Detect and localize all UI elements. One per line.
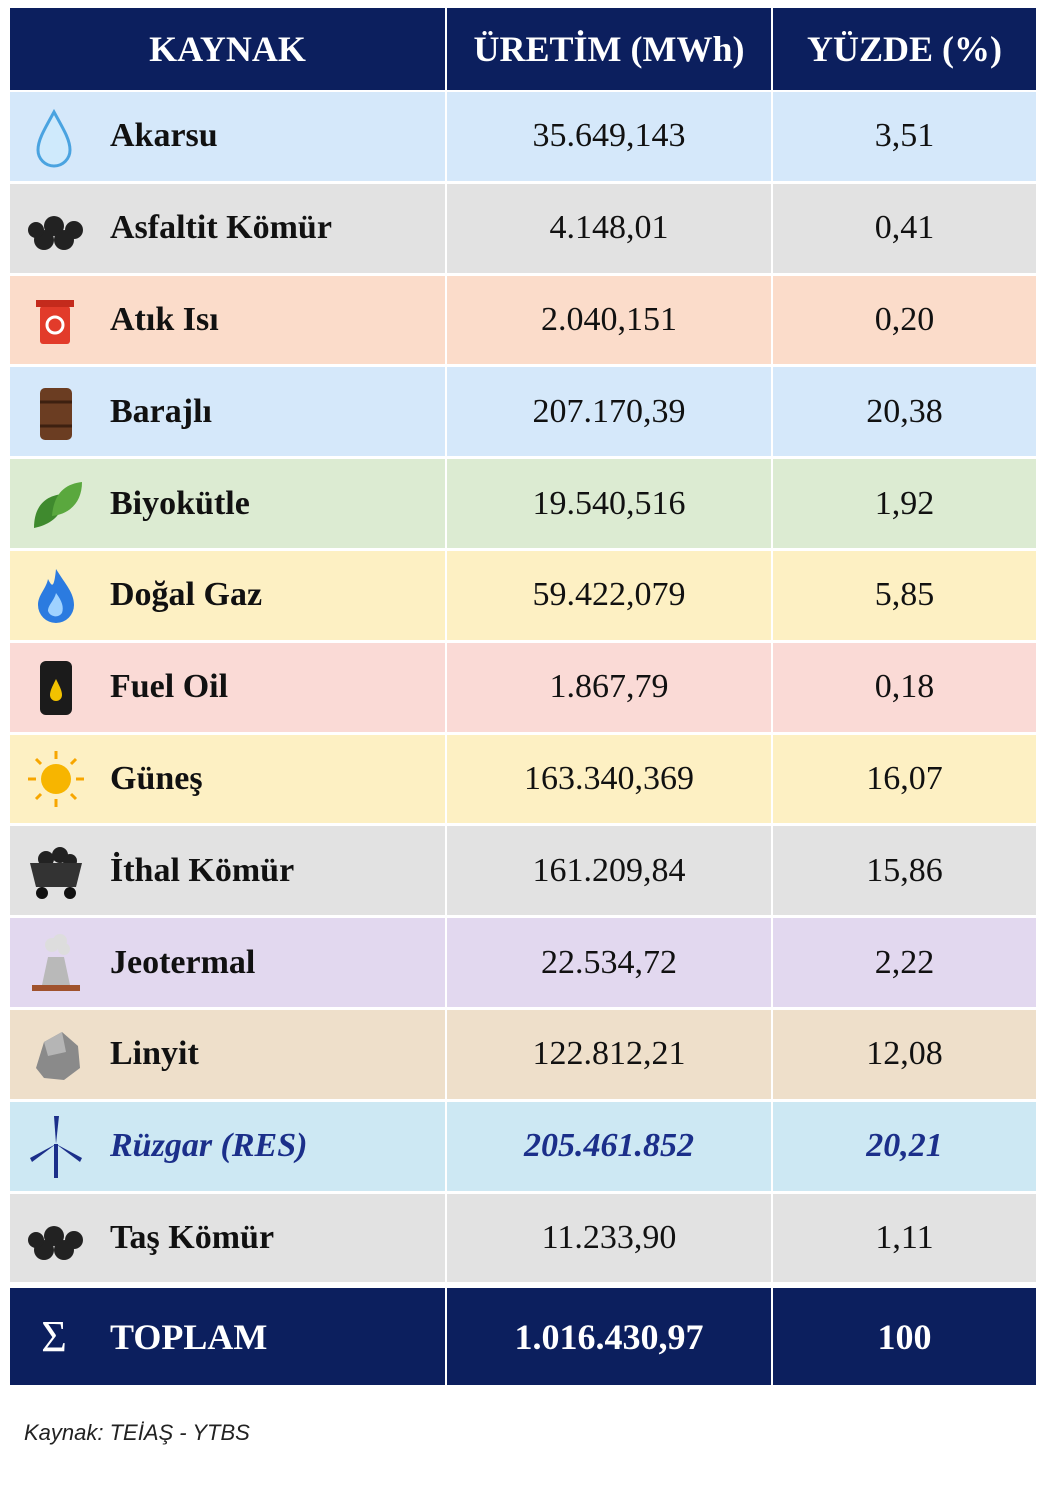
- percent-value: 15,86: [773, 826, 1036, 916]
- source-name: Rüzgar (RES): [10, 1101, 445, 1191]
- production-value: 19.540,516: [447, 459, 771, 548]
- source-name: Barajlı: [10, 367, 445, 457]
- source-icon: [32, 933, 80, 991]
- percent-value: 0,18: [773, 642, 1036, 732]
- production-value: 35.649,143: [447, 92, 771, 181]
- percent-value: 3,51: [773, 92, 1036, 181]
- production-value: 2.040,151: [447, 275, 771, 365]
- source-name: Fuel Oil: [10, 642, 445, 732]
- source-icon: [34, 481, 82, 528]
- production-value: 207.170,39: [447, 367, 771, 457]
- source-icon: [38, 569, 74, 624]
- source-icon: [36, 300, 74, 344]
- column-header: ÜRETİM (MWh): [447, 8, 771, 90]
- source-name: Doğal Gaz: [10, 551, 445, 640]
- total-production: 1.016.430,97: [447, 1288, 771, 1385]
- source-icon: [28, 216, 83, 251]
- percent-value: 12,08: [773, 1010, 1036, 1099]
- production-value: 11.233,90: [447, 1193, 771, 1283]
- column-header: YÜZDE (%): [773, 8, 1036, 90]
- percent-value: 16,07: [773, 734, 1036, 824]
- source-name: Akarsu: [10, 92, 445, 181]
- production-value: 161.209,84: [447, 826, 771, 916]
- production-value: 4.148,01: [447, 183, 771, 273]
- source-name: Atık Isı: [10, 275, 445, 365]
- source-icon: [30, 1116, 82, 1179]
- total-symbol: Σ: [41, 1312, 67, 1361]
- source-note: Kaynak: TEİAŞ - YTBS: [24, 1420, 250, 1445]
- total-percent: 100: [773, 1288, 1036, 1385]
- production-value: 59.422,079: [447, 551, 771, 640]
- source-name: Jeotermal: [10, 918, 445, 1007]
- percent-value: 5,85: [773, 551, 1036, 640]
- source-icon: [30, 846, 82, 899]
- source-icon: [36, 1032, 80, 1081]
- source-icon: [40, 661, 72, 716]
- percent-value: 1,11: [773, 1193, 1036, 1283]
- production-value: 1.867,79: [447, 642, 771, 732]
- percent-value: 0,20: [773, 275, 1036, 365]
- source-icon: [36, 109, 72, 168]
- percent-value: 1,92: [773, 459, 1036, 548]
- production-value: 163.340,369: [447, 734, 771, 824]
- source-icon: [28, 1226, 83, 1260]
- source-name: Linyit: [10, 1010, 445, 1099]
- source-icon: [28, 751, 84, 807]
- source-icon: [40, 387, 72, 440]
- percent-value: 0,41: [773, 183, 1036, 273]
- percent-value: 2,22: [773, 918, 1036, 1007]
- percent-value: 20,21: [773, 1101, 1036, 1191]
- production-value: 122.812,21: [447, 1010, 771, 1099]
- production-value: 22.534,72: [447, 918, 771, 1007]
- total-label: TOPLAM: [10, 1288, 445, 1385]
- column-header: KAYNAK: [10, 8, 445, 90]
- production-value: 205.461.852: [447, 1101, 771, 1191]
- source-name: İthal Kömür: [10, 826, 445, 916]
- source-name: Biyokütle: [10, 459, 445, 548]
- percent-value: 20,38: [773, 367, 1036, 457]
